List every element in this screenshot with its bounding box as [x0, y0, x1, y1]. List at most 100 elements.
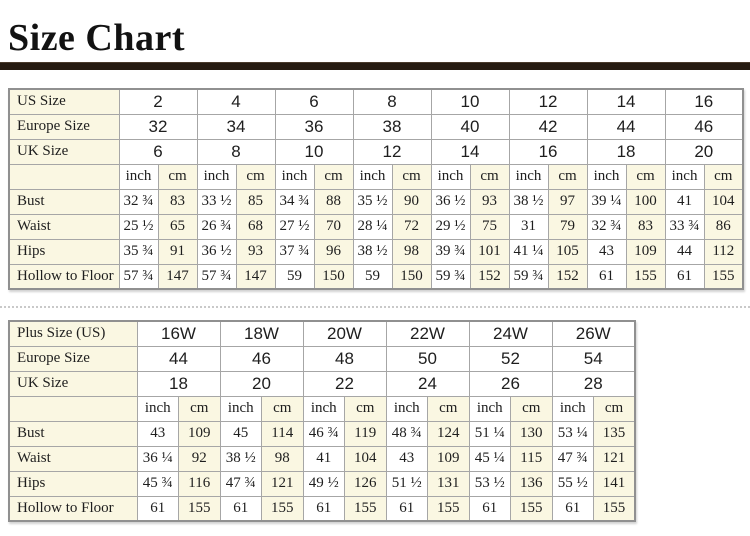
- measure-value-cell: 59 ¾: [430, 263, 471, 290]
- measure-value-cell: 36 ½: [196, 238, 237, 265]
- unit-cm-cell: cm: [469, 163, 510, 190]
- measure-value-cell: 51 ½: [385, 470, 428, 497]
- measure-value-cell: 47 ¾: [219, 470, 262, 497]
- size-value-cell: 10: [430, 88, 510, 115]
- measure-value-cell: 93: [235, 238, 276, 265]
- measure-value-cell: 150: [391, 263, 432, 290]
- measure-value-cell: 135: [593, 420, 636, 447]
- standard-sizes-table: US Size 2 4 6 8 10 12 14 16 Europe Size 32 34 36 38 40…: [8, 88, 745, 290]
- measure-value-cell: 155: [427, 495, 470, 522]
- measure-value-cell: 41 ¼: [508, 238, 549, 265]
- size-value-cell: 20: [664, 138, 744, 165]
- measure-value-cell: 109: [427, 445, 470, 472]
- measure-value-cell: 75: [469, 213, 510, 240]
- measure-value-cell: 61: [664, 263, 705, 290]
- measure-value-cell: 43: [586, 238, 627, 265]
- size-value-cell: 18: [586, 138, 666, 165]
- measure-value-cell: 121: [261, 470, 304, 497]
- unit-inch-cell: inch: [586, 163, 627, 190]
- row-label-cell: Europe Size: [8, 113, 120, 140]
- measure-value-cell: 136: [510, 470, 553, 497]
- measure-value-cell: 130: [510, 420, 553, 447]
- size-row: Europe Size 44 46 48 50 52 54: [8, 345, 636, 372]
- unit-cm-cell: cm: [261, 395, 304, 422]
- row-label-cell: Waist: [8, 213, 120, 240]
- measure-row: Hollow to Floor 61 155 61 155 61 155 61 155 61 155…: [8, 495, 636, 522]
- size-value-cell: 36: [274, 113, 354, 140]
- unit-cm-cell: cm: [703, 163, 744, 190]
- measure-value-cell: 61: [136, 495, 179, 522]
- unit-inch-cell: inch: [219, 395, 262, 422]
- row-label-cell: US Size: [8, 88, 120, 115]
- row-label-cell: Europe Size: [8, 345, 138, 372]
- measure-value-cell: 36 ½: [430, 188, 471, 215]
- size-value-cell: 18: [136, 370, 221, 397]
- size-value-cell: 6: [274, 88, 354, 115]
- measure-value-cell: 126: [344, 470, 387, 497]
- size-value-cell: 8: [196, 138, 276, 165]
- title-divider: [0, 62, 750, 70]
- measure-value-cell: 88: [313, 188, 354, 215]
- measure-value-cell: 35 ½: [352, 188, 393, 215]
- size-value-cell: 24W: [468, 320, 553, 347]
- measure-value-cell: 38 ½: [219, 445, 262, 472]
- measure-value-cell: 36 ¼: [136, 445, 179, 472]
- row-label-cell: UK Size: [8, 370, 138, 397]
- measure-value-cell: 55 ½: [551, 470, 594, 497]
- unit-inch-cell: inch: [196, 163, 237, 190]
- measure-row: Waist 36 ¼ 92 38 ½ 98 41 104 43 109 45 ¼ 115 47 ¾ 12…: [8, 445, 636, 472]
- size-value-cell: 4: [196, 88, 276, 115]
- measure-value-cell: 152: [547, 263, 588, 290]
- size-value-cell: 16W: [136, 320, 221, 347]
- size-row: Europe Size 32 34 36 38 40 42 44 46: [8, 113, 744, 140]
- row-label-cell: UK Size: [8, 138, 120, 165]
- measure-value-cell: 49 ½: [302, 470, 345, 497]
- measure-value-cell: 141: [593, 470, 636, 497]
- size-value-cell: 18W: [219, 320, 304, 347]
- measure-value-cell: 86: [703, 213, 744, 240]
- measure-value-cell: 61: [302, 495, 345, 522]
- measure-value-cell: 45 ¾: [136, 470, 179, 497]
- size-value-cell: 16: [508, 138, 588, 165]
- measure-value-cell: 57 ¾: [196, 263, 237, 290]
- unit-cm-cell: cm: [313, 163, 354, 190]
- measure-value-cell: 98: [391, 238, 432, 265]
- row-label-cell: Hollow to Floor: [8, 263, 120, 290]
- table-separator: [0, 306, 750, 308]
- size-value-cell: 8: [352, 88, 432, 115]
- unit-cm-cell: cm: [427, 395, 470, 422]
- measure-value-cell: 46 ¾: [302, 420, 345, 447]
- measure-value-cell: 119: [344, 420, 387, 447]
- unit-inch-cell: inch: [385, 395, 428, 422]
- size-value-cell: 16: [664, 88, 744, 115]
- measure-value-cell: 91: [157, 238, 198, 265]
- size-value-cell: 28: [551, 370, 636, 397]
- size-value-cell: 22W: [385, 320, 470, 347]
- measure-value-cell: 68: [235, 213, 276, 240]
- measure-value-cell: 147: [235, 263, 276, 290]
- size-value-cell: 42: [508, 113, 588, 140]
- size-row: UK Size 18 20 22 24 26 28: [8, 370, 636, 397]
- measure-value-cell: 104: [703, 188, 744, 215]
- size-value-cell: 50: [385, 345, 470, 372]
- measure-value-cell: 33 ½: [196, 188, 237, 215]
- unit-cm-cell: cm: [510, 395, 553, 422]
- units-row: inch cm inch cm inch cm inch cm inch cm inch cm inch…: [8, 163, 744, 190]
- measure-value-cell: 59: [352, 263, 393, 290]
- size-value-cell: 26W: [551, 320, 636, 347]
- unit-cm-cell: cm: [178, 395, 221, 422]
- unit-cm-cell: cm: [157, 163, 198, 190]
- measure-value-cell: 39 ¾: [430, 238, 471, 265]
- measure-value-cell: 121: [593, 445, 636, 472]
- size-value-cell: 44: [136, 345, 221, 372]
- measure-value-cell: 61: [219, 495, 262, 522]
- measure-value-cell: 105: [547, 238, 588, 265]
- measure-value-cell: 38 ½: [352, 238, 393, 265]
- unit-cm-cell: cm: [625, 163, 666, 190]
- size-value-cell: 6: [118, 138, 198, 165]
- size-row: US Size 2 4 6 8 10 12 14 16: [8, 88, 744, 115]
- measure-value-cell: 155: [593, 495, 636, 522]
- measure-value-cell: 152: [469, 263, 510, 290]
